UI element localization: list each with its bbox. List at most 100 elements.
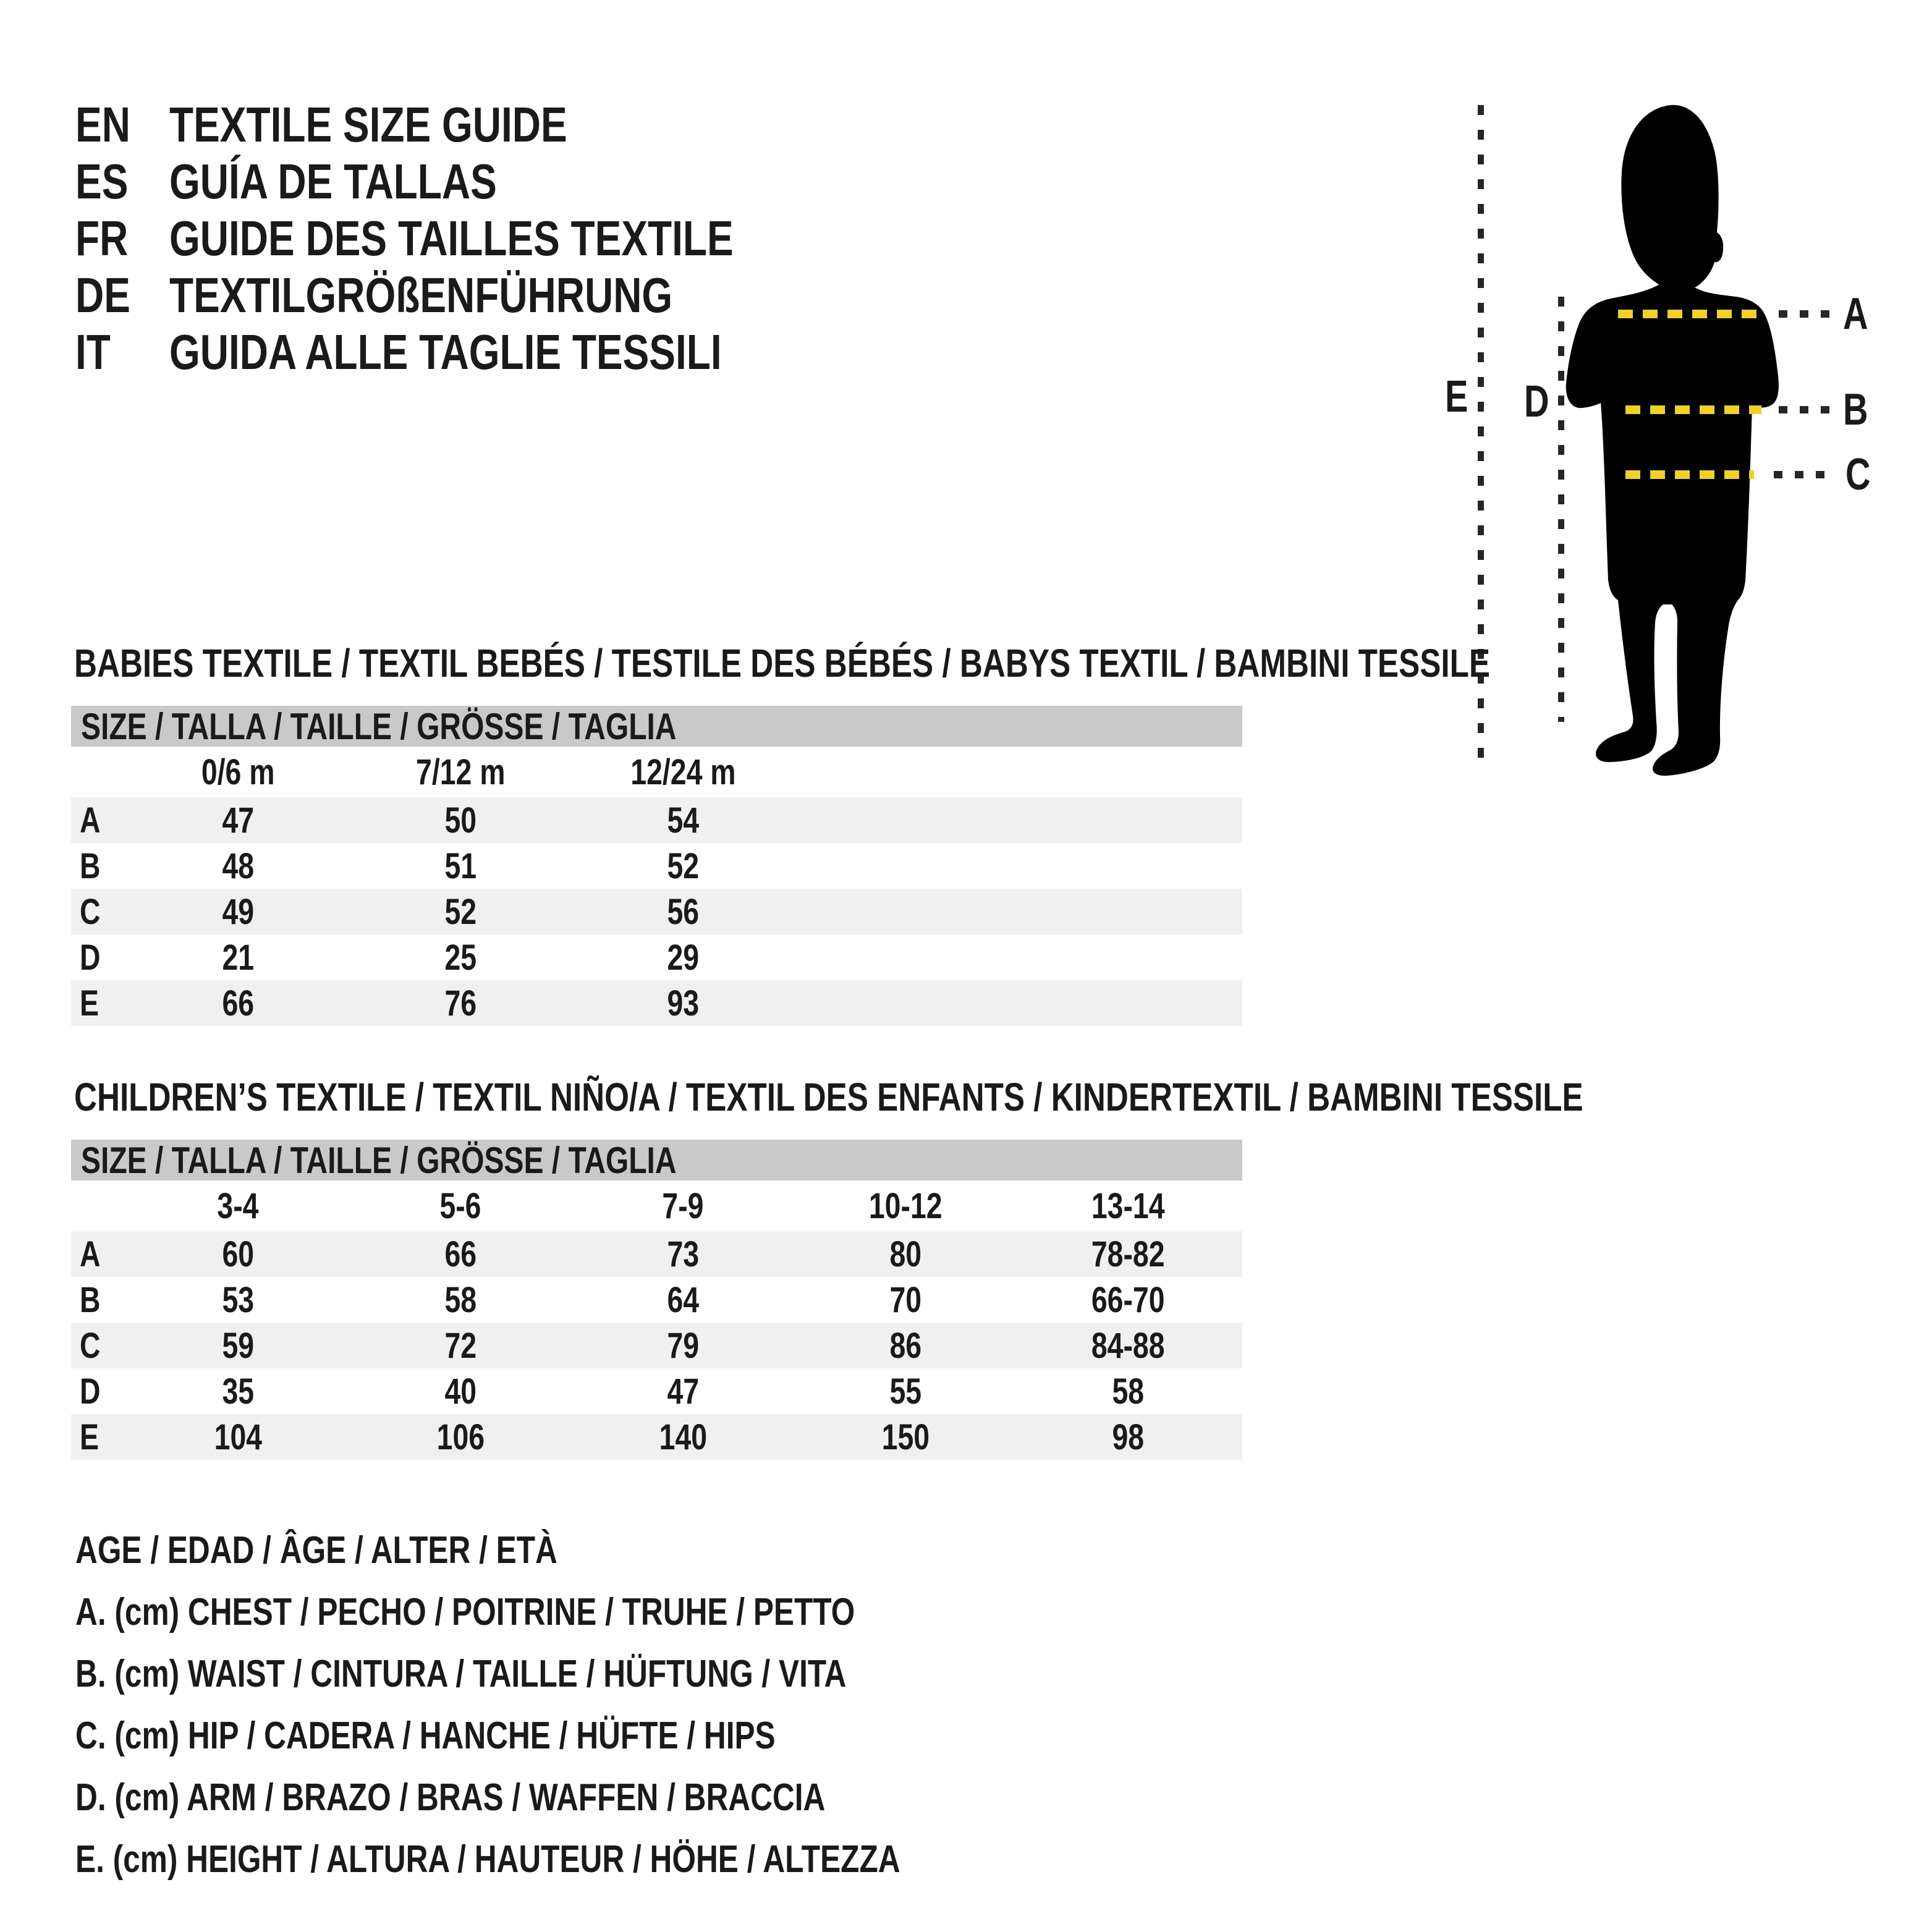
column-header: 7/12 m: [415, 752, 506, 792]
cell-value: 73: [572, 1231, 794, 1277]
row-label: C: [71, 1323, 127, 1368]
cell-value: 58: [1112, 1371, 1144, 1412]
row-label: B: [80, 1279, 101, 1320]
children-table-grid: 3-4 5-6 7-9 10-12 13-14 A 60 66 73 80 78-82 B 53 58 64…: [71, 1180, 1242, 1460]
filler-cell: [1239, 1180, 1242, 1231]
language-title: GUIDE DES TAILLES TEXTILE: [169, 211, 734, 266]
legend-text: E. (cm) HEIGHT / ALTURA / HAUTEUR / HÖHE…: [75, 1837, 900, 1881]
label-chest-a: A: [1843, 289, 1868, 338]
babies-size-table: SIZE / TALLA / TAILLE / GRÖSSE / TAGLIA …: [71, 706, 1242, 1026]
row-label: C: [71, 889, 127, 934]
cell-value: 140: [572, 1414, 794, 1460]
cell-value: 98: [1017, 1414, 1239, 1460]
language-row: EN TEXTILE SIZE GUIDE: [75, 96, 875, 153]
silhouette-head: [1621, 104, 1724, 291]
legend-line: AGE / EDAD / ÂGE / ALTER / ETÀ: [75, 1519, 1106, 1581]
silhouette-body: [1566, 282, 1779, 776]
cell-value: 53: [222, 1279, 254, 1320]
corner-cell: [71, 747, 127, 797]
language-row: ES GUÍA DE TALLAS: [75, 153, 875, 210]
label-height-e: E: [1445, 371, 1468, 421]
language-title-block: EN TEXTILE SIZE GUIDE ES GUÍA DE TALLAS …: [75, 96, 875, 381]
filler-cell: [1239, 1368, 1242, 1414]
cell-value: 106: [349, 1414, 572, 1460]
cell-value: 52: [349, 889, 572, 934]
cell-value: 47: [667, 1371, 699, 1412]
label-hip-c: C: [1845, 449, 1871, 499]
cell-value: 84-88: [1017, 1323, 1239, 1368]
cell-value: 66: [349, 1231, 572, 1277]
cell-value: 59: [127, 1323, 349, 1368]
filler-cell: [794, 980, 1242, 1026]
cell-value: 78-82: [1017, 1231, 1239, 1277]
language-title: TEXTILGRÖßENFÜHRUNG: [169, 268, 673, 323]
filler-cell: [794, 797, 1242, 843]
filler-cell: [1239, 1414, 1242, 1460]
language-title: GUÍA DE TALLAS: [169, 154, 497, 209]
language-code: DE: [75, 268, 130, 323]
cell-value: 60: [127, 1231, 349, 1277]
legend-text: C. (cm) HIP / CADERA / HANCHE / HÜFTE / …: [75, 1714, 776, 1757]
language-code: IT: [75, 324, 111, 379]
row-label: A: [71, 797, 127, 843]
cell-value: 58: [444, 1279, 477, 1320]
language-row: FR GUIDE DES TAILLES TEXTILE: [75, 210, 875, 267]
cell-value: 104: [127, 1414, 349, 1460]
cell-value: 56: [572, 889, 794, 934]
cell-value: 150: [794, 1414, 1017, 1460]
label-arm-d: D: [1524, 376, 1549, 426]
row-label: E: [71, 1414, 127, 1460]
cell-value: 66-70: [1091, 1279, 1165, 1320]
cell-value: 50: [349, 797, 572, 843]
cell-value: 80: [794, 1231, 1017, 1277]
column-header: 5-6: [439, 1185, 481, 1226]
cell-value: 66: [127, 980, 349, 1026]
row-label: D: [80, 1371, 101, 1412]
size-header-band: SIZE / TALLA / TAILLE / GRÖSSE / TAGLIA: [71, 706, 1242, 747]
filler-cell: [794, 889, 1242, 934]
legend-text: D. (cm) ARM / BRAZO / BRAS / WAFFEN / BR…: [75, 1776, 826, 1819]
legend-line: D. (cm) ARM / BRAZO / BRAS / WAFFEN / BR…: [75, 1766, 1106, 1828]
filler-cell: [794, 747, 1242, 797]
cell-value: 93: [572, 980, 794, 1026]
legend-line: E. (cm) HEIGHT / ALTURA / HAUTEUR / HÖHE…: [75, 1828, 1106, 1890]
language-code: EN: [75, 97, 130, 152]
legend-text: A. (cm) CHEST / PECHO / POITRINE / TRUHE…: [75, 1590, 855, 1633]
column-header: 12/24 m: [630, 752, 736, 792]
babies-section-heading: BABIES TEXTILE / TEXTIL BEBÉS / TESTILE …: [74, 641, 1491, 685]
measurement-figure: A B C D E: [1440, 98, 1910, 777]
cell-value: 40: [444, 1371, 477, 1412]
column-header: 3-4: [217, 1185, 259, 1226]
language-code: FR: [75, 211, 129, 266]
children-section-heading: CHILDREN’S TEXTILE / TEXTIL NIÑO/A / TEX…: [74, 1075, 1583, 1119]
row-label: D: [80, 937, 101, 978]
cell-value: 48: [222, 845, 254, 886]
filler-cell: [1239, 1231, 1242, 1277]
size-header-text: SIZE / TALLA / TAILLE / GRÖSSE / TAGLIA: [81, 1139, 677, 1181]
cell-value: 52: [667, 845, 699, 886]
column-header: 0/6 m: [201, 752, 275, 792]
cell-value: 72: [349, 1323, 572, 1368]
cell-value: 76: [349, 980, 572, 1026]
legend-line: C. (cm) HIP / CADERA / HANCHE / HÜFTE / …: [75, 1705, 1106, 1766]
cell-value: 64: [667, 1279, 699, 1320]
filler-cell: [794, 843, 1242, 889]
size-header-band: SIZE / TALLA / TAILLE / GRÖSSE / TAGLIA: [71, 1139, 1242, 1181]
column-header: 13-14: [1091, 1185, 1165, 1226]
row-label: E: [71, 980, 127, 1026]
child-silhouette-diagram: A B C D E: [1445, 104, 1871, 776]
cell-value: 49: [127, 889, 349, 934]
language-title: GUIDA ALLE TAGLIE TESSILI: [169, 324, 722, 379]
language-row: IT GUIDA ALLE TAGLIE TESSILI: [75, 324, 875, 381]
cell-value: 51: [444, 845, 477, 886]
cell-value: 47: [127, 797, 349, 843]
corner-cell: [71, 1180, 127, 1231]
measurement-legend: AGE / EDAD / ÂGE / ALTER / ETÀ A. (cm) C…: [75, 1519, 1106, 1890]
row-label: B: [80, 845, 101, 886]
cell-value: 54: [572, 797, 794, 843]
legend-line: B. (cm) WAIST / CINTURA / TAILLE / HÜFTU…: [75, 1643, 1106, 1705]
size-header-text: SIZE / TALLA / TAILLE / GRÖSSE / TAGLIA: [81, 705, 677, 747]
cell-value: 35: [222, 1371, 254, 1412]
language-code: ES: [75, 154, 129, 209]
